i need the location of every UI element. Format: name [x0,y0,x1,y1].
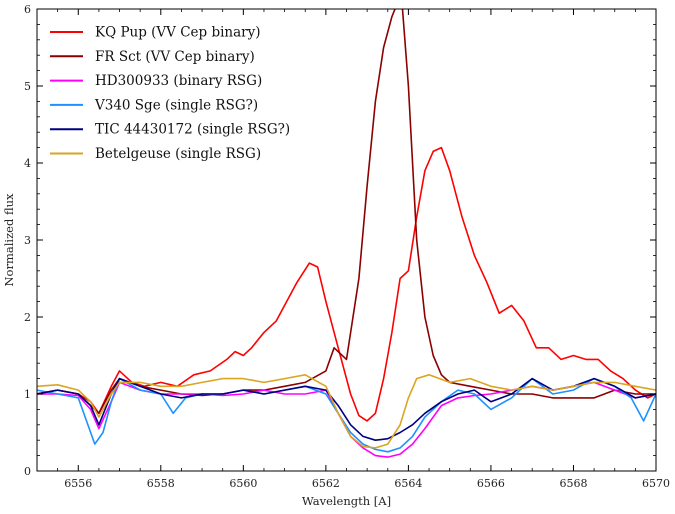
x-axis-label: Wavelength [A] [302,494,391,508]
y-tick-label: 4 [24,157,31,170]
legend-label-6: Betelgeuse (single RSG) [95,146,261,162]
x-tick-label: 6558 [147,477,175,490]
legend-label-3: HD300933 (binary RSG) [95,73,262,89]
y-tick-label: 6 [24,3,31,16]
x-tick-label: 6556 [64,477,92,490]
plot-frame [36,8,657,472]
legend-label-5: TIC 44430172 (single RSG?) [95,122,290,138]
x-tick-label: 6570 [642,477,670,490]
y-tick-label: 1 [24,388,31,401]
y-tick-label: 3 [24,234,31,247]
y-axis-label: Normalized flux [2,193,16,287]
legend-label-1: KQ Pup (VV Cep binary) [95,25,261,41]
series-layer [37,9,656,458]
series-line-4 [37,377,656,453]
legend: KQ Pup (VV Cep binary) FR Sct (VV Cep bin… [50,25,290,162]
series-line-5 [37,377,656,442]
y-tick-label: 2 [24,311,31,324]
series-line-1 [37,146,656,422]
x-tick-label: 6564 [394,477,422,490]
y-tick-label: 5 [24,80,31,93]
x-tick-label: 6568 [559,477,587,490]
legend-label-2: FR Sct (VV Cep binary) [95,49,255,65]
x-tick-label: 6562 [312,477,340,490]
series-line-6 [37,373,656,449]
x-tick-label: 6566 [477,477,505,490]
legend-label-4: V340 Sge (single RSG?) [94,97,258,113]
y-tick-label: 0 [24,465,31,478]
x-tick-label: 6560 [229,477,257,490]
